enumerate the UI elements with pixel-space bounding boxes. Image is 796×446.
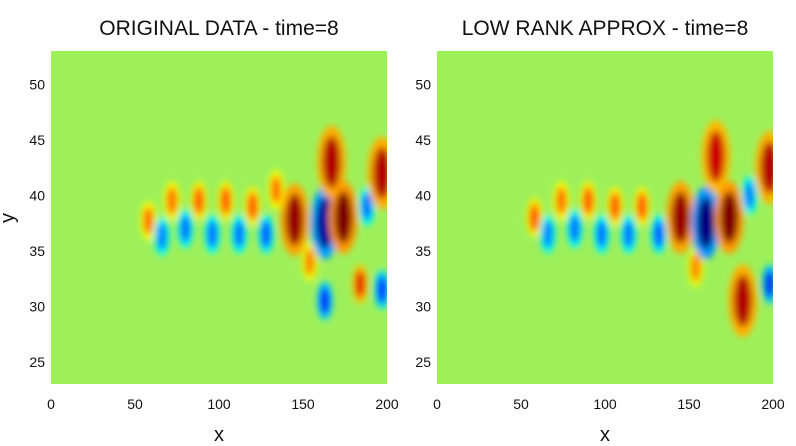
heatmap-features xyxy=(140,125,387,321)
x-axis-label: x xyxy=(600,424,610,446)
heatmap-feature xyxy=(156,222,167,251)
heatmap-feature xyxy=(319,286,330,315)
heatmap-feature xyxy=(234,220,245,249)
heatmap-feature xyxy=(636,192,647,221)
heatmap-feature xyxy=(764,270,773,299)
x-tick-label: 200 xyxy=(761,396,785,412)
y-axis: 25 30 35 40 45 50 xyxy=(29,76,45,370)
heatmap-feature xyxy=(207,220,218,249)
y-tick-label: 40 xyxy=(415,187,431,203)
y-tick-label: 45 xyxy=(29,132,45,148)
y-tick-label: 35 xyxy=(29,243,45,259)
heatmap-feature xyxy=(355,270,366,299)
x-axis: 0 50 100 150 200 xyxy=(433,396,785,412)
heatmap-feature xyxy=(623,220,634,249)
heatmap-feature xyxy=(733,274,752,327)
heatmap-feature xyxy=(166,186,177,215)
heatmap-feature xyxy=(193,186,204,215)
x-tick-label: 100 xyxy=(207,396,231,412)
y-tick-label: 30 xyxy=(29,298,45,314)
x-axis-label: x xyxy=(214,424,224,446)
x-tick-label: 200 xyxy=(375,396,399,412)
panel-original: ORIGINAL DATA - time=8 25 30 35 40 45 50 0 50 1… xyxy=(0,17,399,446)
y-tick-label: 30 xyxy=(415,298,431,314)
y-tick-label: 25 xyxy=(29,354,45,370)
heatmap-feature xyxy=(372,147,387,200)
y-tick-label: 45 xyxy=(415,132,431,148)
chart-title: LOW RANK APPROX - time=8 xyxy=(462,17,749,40)
y-tick-label: 40 xyxy=(29,187,45,203)
y-tick-label: 50 xyxy=(415,76,431,92)
heatmap-feature xyxy=(304,247,315,276)
heatmap-feature xyxy=(671,191,690,244)
heatmap-feature xyxy=(690,253,701,282)
heatmap-feature xyxy=(706,130,725,183)
heatmap-feature xyxy=(247,192,258,221)
heatmap-feature xyxy=(529,203,540,232)
x-tick-label: 100 xyxy=(593,396,617,412)
heatmap-feature xyxy=(322,136,341,188)
y-axis: 25 30 35 40 45 50 xyxy=(415,76,431,370)
x-tick-label: 0 xyxy=(47,396,55,412)
heatmap-feature xyxy=(376,275,387,304)
y-tick-label: 50 xyxy=(29,76,45,92)
heatmap-feature xyxy=(569,214,580,243)
x-tick-label: 0 xyxy=(433,396,441,412)
heatmap-feature xyxy=(556,186,567,215)
heatmap-feature xyxy=(744,181,755,210)
heatmap-feature xyxy=(653,220,664,249)
heatmap-feature xyxy=(220,186,231,215)
heatmap-feature xyxy=(696,197,715,250)
x-tick-label: 50 xyxy=(513,396,529,412)
heatmap-feature xyxy=(596,220,607,249)
heatmap-feature xyxy=(261,220,272,249)
x-tick-label: 150 xyxy=(291,396,315,412)
y-tick-label: 35 xyxy=(415,243,431,259)
heatmap-feature xyxy=(542,220,553,249)
heatmap-feature xyxy=(720,191,739,244)
heatmap-feature xyxy=(610,192,621,221)
x-axis: 0 50 100 150 200 xyxy=(47,396,399,412)
heatmap-feature xyxy=(143,206,154,235)
chart-title: ORIGINAL DATA - time=8 xyxy=(99,17,338,40)
x-tick-label: 50 xyxy=(127,396,143,412)
heatmap-feature xyxy=(760,141,773,194)
heatmap-feature xyxy=(334,191,353,244)
heatmap-feature xyxy=(361,192,372,221)
y-axis-label: y xyxy=(0,213,19,223)
heatmap-feature xyxy=(180,214,191,243)
x-tick-label: 150 xyxy=(677,396,701,412)
heatmap-feature xyxy=(583,186,594,215)
heatmap-features xyxy=(526,120,773,338)
y-tick-label: 25 xyxy=(415,354,431,370)
heatmap-feature xyxy=(285,193,304,246)
heatmap-feature xyxy=(271,175,282,204)
panel-low-rank: LOW RANK APPROX - time=8 25 30 35 40 45 50 0 5… xyxy=(415,17,784,446)
